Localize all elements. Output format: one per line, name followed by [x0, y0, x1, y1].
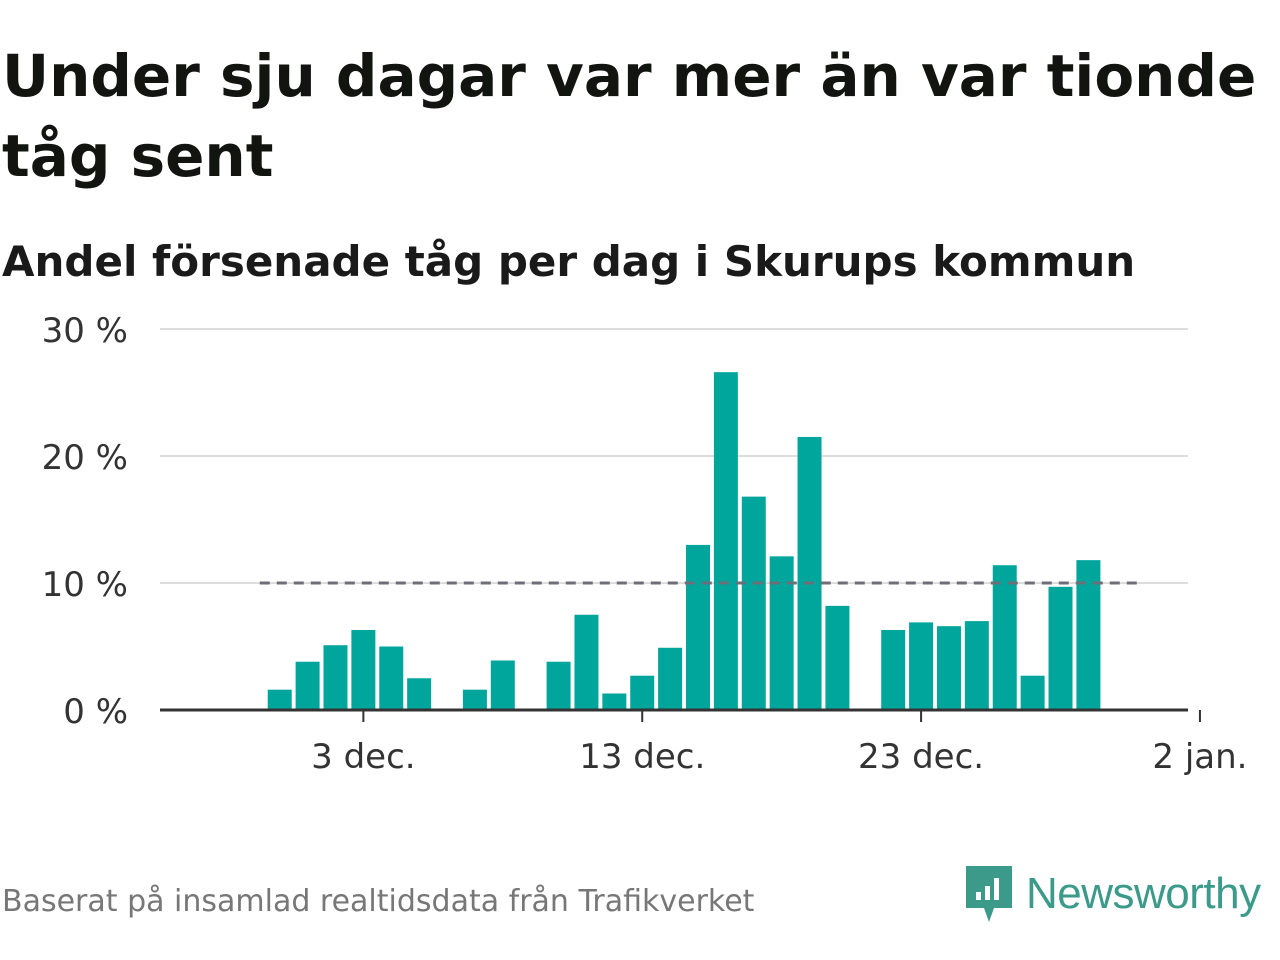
- newsworthy-logo-icon: [966, 866, 1012, 922]
- bar: [267, 689, 292, 710]
- bar: [964, 621, 989, 710]
- bar: [936, 626, 961, 710]
- bar: [379, 646, 404, 710]
- bar: [658, 647, 683, 710]
- brand-logo: Newsworthy: [964, 864, 1261, 924]
- bar: [1048, 586, 1073, 710]
- bar: [1020, 675, 1045, 710]
- bar: [351, 629, 376, 710]
- chart-title: Under sju dagar var mer än var tionde tå…: [2, 42, 1257, 190]
- bar: [295, 661, 320, 710]
- bar: [797, 436, 822, 710]
- bar: [741, 496, 766, 710]
- y-axis-ticks: 0 % 10 % 20 % 30 %: [42, 311, 128, 732]
- bar: [630, 675, 655, 710]
- bar: [323, 645, 348, 710]
- y-tick-label: 10 %: [42, 565, 128, 605]
- bar: [825, 605, 850, 710]
- y-tick-label: 0 %: [63, 692, 128, 732]
- brand-name: Newsworthy: [1026, 869, 1261, 918]
- x-tick-label: 3 dec.: [311, 737, 415, 777]
- x-tick-label: 23 dec.: [858, 737, 984, 777]
- bar: [686, 544, 710, 710]
- source-note: Baserat på insamlad realtidsdata från Tr…: [2, 884, 755, 919]
- bar: [490, 660, 515, 710]
- bar: [713, 372, 738, 710]
- bar: [881, 629, 906, 710]
- bar: [992, 565, 1017, 710]
- bar: [462, 689, 487, 710]
- x-tick-label: 13 dec.: [579, 737, 705, 777]
- bars: [267, 372, 1101, 710]
- bar: [769, 556, 794, 710]
- bar: [1076, 560, 1101, 710]
- chart-subtitle: Andel försenade tåg per dag i Skurups ko…: [2, 237, 1136, 286]
- bar-chart: 0 % 10 % 20 % 30 % 3 dec. 13 dec. 23 dec. 2 ja…: [42, 311, 1248, 777]
- y-tick-label: 30 %: [42, 311, 128, 351]
- bar: [407, 678, 432, 710]
- x-tick-label: 2 jan.: [1152, 737, 1247, 777]
- y-tick-label: 20 %: [42, 438, 128, 478]
- bar: [546, 661, 571, 710]
- x-axis: 3 dec. 13 dec. 23 dec. 2 jan.: [160, 708, 1247, 777]
- bar: [602, 693, 627, 710]
- grid-lines: [160, 328, 1188, 584]
- bar: [909, 622, 934, 710]
- bar: [574, 614, 599, 710]
